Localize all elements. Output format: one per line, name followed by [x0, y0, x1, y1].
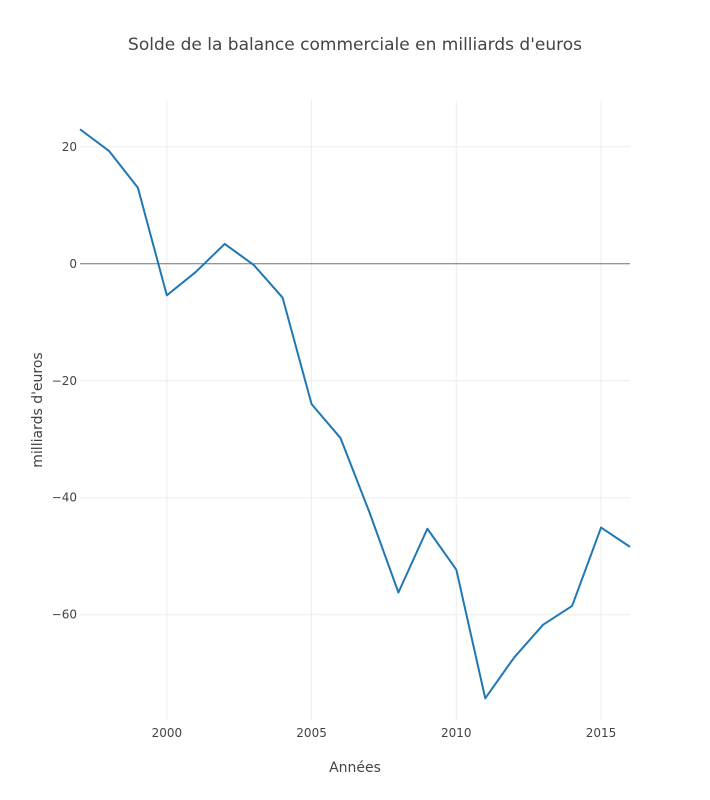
chart-title: Solde de la balance commerciale en milli… — [128, 35, 582, 55]
y-tick-label: 0 — [69, 257, 77, 271]
y-tick-label: −40 — [52, 491, 77, 505]
series-line — [79, 128, 631, 700]
x-axis-title: Années — [329, 760, 381, 776]
x-tick-label: 2005 — [296, 726, 327, 740]
series-layer — [79, 128, 631, 700]
y-tick-label: 20 — [62, 140, 77, 154]
x-tick-label: 2000 — [152, 726, 183, 740]
x-tick-label: 2015 — [586, 726, 617, 740]
y-tick-label: −60 — [52, 608, 77, 622]
y-tick-label: −20 — [52, 374, 77, 388]
y-axis-ticks: 20 0 −20 −40 −60 — [52, 140, 77, 622]
grid — [80, 100, 630, 720]
x-tick-label: 2010 — [441, 726, 472, 740]
x-axis-ticks: 2000 2005 2010 2015 — [152, 726, 617, 740]
y-axis-title: milliards d'euros — [30, 352, 46, 467]
